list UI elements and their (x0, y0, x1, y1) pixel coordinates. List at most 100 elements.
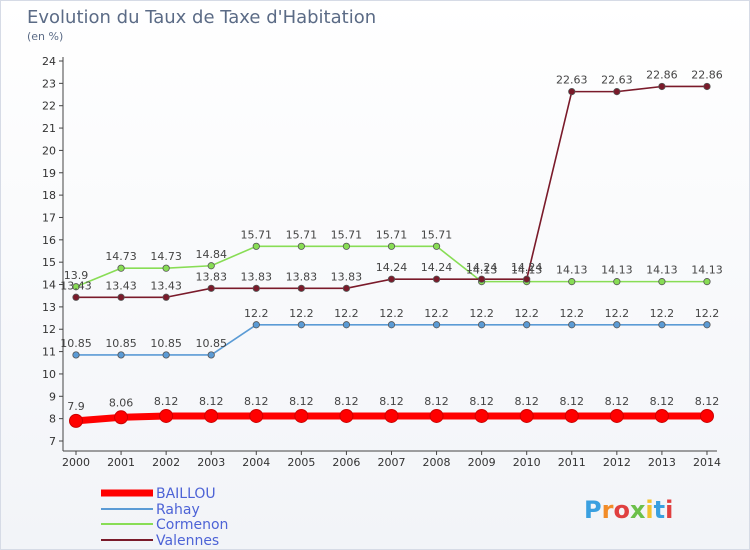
y-tick-label: 22 (42, 100, 56, 113)
data-point (162, 293, 170, 301)
data-point (159, 408, 174, 423)
data-label: 8.12 (199, 395, 224, 408)
y-tick-label: 19 (42, 167, 56, 180)
data-point (72, 293, 80, 301)
y-tick-label: 10 (42, 368, 56, 381)
data-label: 12.2 (424, 307, 449, 320)
data-point (519, 408, 534, 423)
data-label: 8.12 (244, 395, 269, 408)
y-tick-label: 9 (49, 390, 56, 403)
data-point (613, 278, 621, 286)
data-point (474, 408, 489, 423)
data-label: 7.9 (67, 400, 85, 413)
data-label: 15.71 (286, 228, 318, 241)
data-point (613, 321, 621, 329)
y-tick-label: 11 (42, 346, 56, 359)
data-label: 10.85 (105, 337, 137, 350)
data-label: 22.63 (601, 74, 633, 87)
x-tick-label: 2003 (197, 456, 225, 469)
data-label: 8.12 (605, 395, 630, 408)
data-labels: 10.85 10.85 10.85 10.85 12.2 12.2 12.2 12.2 12.2… (60, 68, 722, 412)
data-point (207, 351, 215, 359)
y-tick-label: 8 (49, 413, 56, 426)
data-label: 12.2 (605, 307, 630, 320)
data-label: 12.2 (560, 307, 585, 320)
data-label: 12.2 (514, 307, 539, 320)
data-label: 14.73 (105, 250, 137, 263)
legend-label-cormenon: Cormenon (156, 517, 228, 533)
data-point (207, 262, 215, 270)
data-point (249, 408, 264, 423)
data-label: 8.12 (334, 395, 359, 408)
data-point (658, 321, 666, 329)
x-tick-label: 2006 (332, 456, 360, 469)
x-tick-label: 2002 (152, 456, 180, 469)
data-point (117, 264, 125, 272)
data-label: 13.83 (286, 270, 318, 283)
data-point (613, 88, 621, 96)
data-label: 10.85 (195, 337, 227, 350)
data-point (252, 321, 260, 329)
data-label: 14.13 (646, 264, 678, 277)
data-label: 14.24 (421, 261, 453, 274)
legend-label-rahay: Rahay (156, 502, 200, 518)
data-label: 13.43 (150, 279, 182, 292)
logo-text: Proxiti (584, 496, 673, 524)
y-tick-label: 23 (42, 77, 56, 90)
data-label: 12.2 (650, 307, 675, 320)
x-tick-label: 2007 (377, 456, 405, 469)
data-point (523, 275, 531, 283)
data-point (568, 278, 576, 286)
data-label: 8.12 (379, 395, 404, 408)
data-point (658, 82, 666, 91)
data-point (117, 293, 125, 301)
data-point (564, 408, 579, 423)
data-point (342, 284, 351, 292)
data-label: 12.2 (334, 307, 359, 320)
data-point (387, 275, 396, 283)
data-point (568, 321, 576, 329)
data-point (297, 284, 305, 292)
data-label: 14.24 (376, 261, 408, 274)
data-label: 12.2 (244, 307, 269, 320)
data-point (72, 351, 80, 359)
data-point (162, 264, 170, 272)
data-point (478, 321, 486, 329)
y-tick-label: 15 (42, 256, 56, 269)
x-tick-label: 2000 (62, 456, 90, 469)
data-label: 8.12 (560, 395, 585, 408)
x-tick-label: 2014 (693, 456, 721, 469)
data-label: 13.83 (331, 270, 363, 283)
data-point (72, 283, 80, 291)
data-point (207, 284, 215, 292)
data-label: 22.86 (691, 68, 723, 81)
data-label: 8.12 (289, 395, 314, 408)
y-tick-label: 12 (42, 323, 56, 336)
x-tick-label: 2001 (107, 456, 135, 469)
data-label: 13.43 (105, 279, 137, 292)
data-point (294, 408, 309, 423)
legend-label-baillou: BAILLOU (156, 486, 216, 502)
data-label: 22.86 (646, 68, 678, 81)
data-label: 15.71 (421, 228, 453, 241)
data-point (703, 321, 711, 329)
data-label: 10.85 (150, 337, 182, 350)
chart-axes: 7 8 9 10 11 12 13 14 15 16 17 18 19 20 21 22 23 24 2000 200… (42, 55, 721, 469)
data-label: 14.73 (150, 250, 182, 263)
data-point (339, 408, 354, 423)
data-label: 8.12 (424, 395, 449, 408)
data-point (117, 351, 125, 359)
data-point (297, 242, 305, 250)
data-point (432, 275, 441, 283)
data-point (252, 242, 260, 250)
data-label: 8.12 (469, 395, 494, 408)
data-label: 12.2 (469, 307, 494, 320)
data-point (384, 408, 399, 423)
data-point (432, 242, 441, 250)
data-label: 10.85 (60, 337, 92, 350)
data-point (609, 408, 624, 423)
data-label: 8.12 (154, 395, 179, 408)
x-tick-label: 2004 (242, 456, 270, 469)
